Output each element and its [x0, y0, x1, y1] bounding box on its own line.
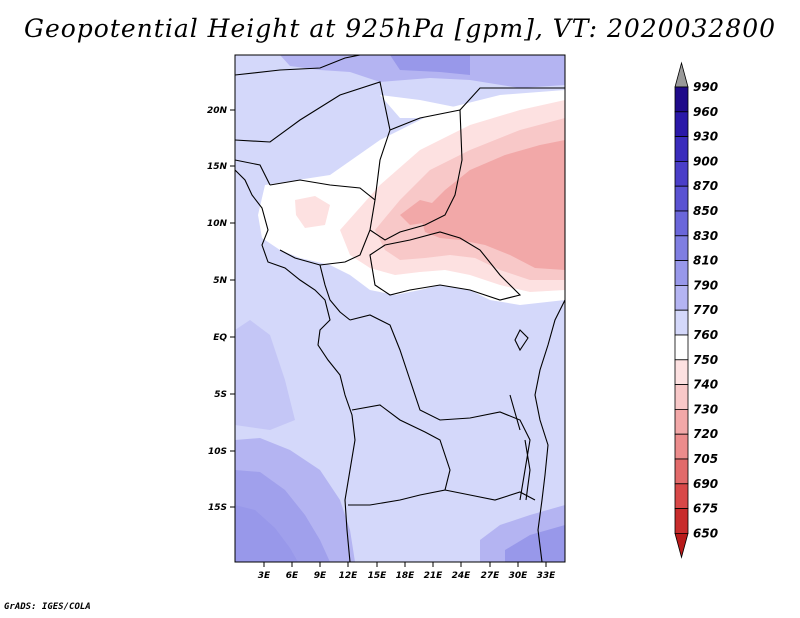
colorbar-label: 810: [693, 254, 718, 268]
colorbar-segment: [674, 334, 689, 361]
colorbar-segment: [674, 384, 689, 410]
colorbar-segment: [674, 235, 689, 262]
colorbar-segment: [674, 111, 689, 138]
lat-label: 20N: [207, 106, 228, 116]
colorbar-label: 720: [693, 427, 718, 441]
colorbar-label: 675: [693, 502, 718, 516]
west-coast-low: [235, 320, 295, 430]
lon-label: 33E: [537, 571, 557, 581]
colorbar-label: 790: [693, 278, 718, 292]
niger-border: [235, 81, 391, 143]
colorbar-segment: [674, 408, 689, 435]
lat-label: 5N: [213, 276, 227, 286]
colorbar-label: 850: [693, 204, 718, 218]
lat-label: 10S: [208, 447, 227, 457]
coastline-west-africa: [235, 169, 356, 562]
colorbar-segment: [674, 483, 689, 509]
cameroon-border: [319, 264, 351, 321]
credit-text: GrADS: IGES/COLA: [4, 602, 91, 612]
colorbar-label: 740: [693, 378, 718, 392]
colorbar-segment: [674, 433, 689, 460]
lon-label: 30E: [509, 571, 529, 581]
colorbar-segment: [674, 210, 689, 237]
colorbar-label: 750: [693, 353, 718, 367]
zambia-border: [444, 489, 536, 501]
lat-label: 5S: [214, 390, 227, 400]
chad-border: [369, 109, 463, 241]
lat-label: 10N: [207, 219, 228, 229]
pink-zone-west: [295, 196, 330, 228]
colorbar-label: 650: [693, 526, 718, 540]
colorbar-label: 730: [693, 402, 718, 416]
coastline-east-africa: [534, 299, 565, 562]
map-frame: [234, 54, 566, 563]
colorbar-label: 690: [693, 477, 718, 491]
lon-label: 9E: [314, 571, 327, 581]
mali-border: [235, 159, 271, 186]
congo-drc-border: [349, 314, 531, 501]
car-border: [369, 231, 522, 301]
north-low-region: [280, 55, 565, 88]
colorbar-label: 830: [693, 229, 718, 243]
colorbar-segment: [674, 508, 689, 534]
colorbar-segment: [674, 260, 689, 286]
colorbar-label: 705: [693, 452, 718, 466]
north-low-region-inner: [390, 55, 470, 75]
colorbar-segment: [674, 284, 689, 311]
lon-label: 18E: [396, 571, 416, 581]
lakes: [509, 329, 531, 501]
white-zone-north: [380, 95, 460, 118]
colorbar-label: 900: [693, 154, 718, 168]
colorbar-min-arrow: [674, 533, 689, 559]
colorbar: 990 960 930 900 870 850 830 810 790 770 760 750 740 7…: [674, 61, 718, 559]
lon-label: 21E: [424, 571, 444, 581]
northern-border-libya: [235, 55, 361, 76]
colorbar-segment: [674, 359, 689, 385]
colorbar-segment: [674, 458, 689, 485]
height-field: [235, 55, 565, 562]
angola-border: [348, 404, 451, 506]
lat-label: 15S: [208, 503, 227, 513]
lon-label: 12E: [339, 571, 359, 581]
lat-label: EQ: [213, 333, 227, 343]
lat-label: 15N: [207, 162, 228, 172]
lon-label: 15E: [368, 571, 388, 581]
colorbar-label: 930: [693, 130, 718, 144]
lon-label: 24E: [452, 571, 472, 581]
colorbar-segment: [674, 86, 689, 113]
colorbar-label: 870: [693, 179, 718, 193]
colorbar-max-arrow: [674, 61, 689, 88]
boundaries: [235, 55, 565, 562]
colorbar-segment: [674, 136, 689, 162]
southwest-low-3: [235, 505, 298, 562]
lat-axis: 20N 15N 10N 5N EQ 5S 10S 15S: [207, 106, 235, 513]
colorbar-label: 990: [693, 80, 718, 94]
lon-label: 6E: [286, 571, 299, 581]
colorbar-segment: [674, 309, 689, 336]
colorbar-label: 960: [693, 105, 718, 119]
colorbar-segment: [674, 160, 689, 187]
lon-label: 27E: [481, 571, 501, 581]
colorbar-label: 770: [693, 303, 718, 317]
chart-title: Geopotential Height at 925hPa [gpm], VT:…: [23, 14, 777, 43]
southeast-low-2: [505, 525, 565, 562]
sudan-border: [459, 87, 565, 111]
lon-label: 3E: [258, 571, 271, 581]
colorbar-label: 760: [693, 328, 718, 342]
pink-zone-3: [420, 140, 565, 270]
lon-axis: 3E 6E 9E 12E 15E 18E 21E 24E 27E 30E 33E: [258, 562, 556, 581]
colorbar-segment: [674, 185, 689, 212]
pink-zone-3b: [400, 200, 440, 225]
